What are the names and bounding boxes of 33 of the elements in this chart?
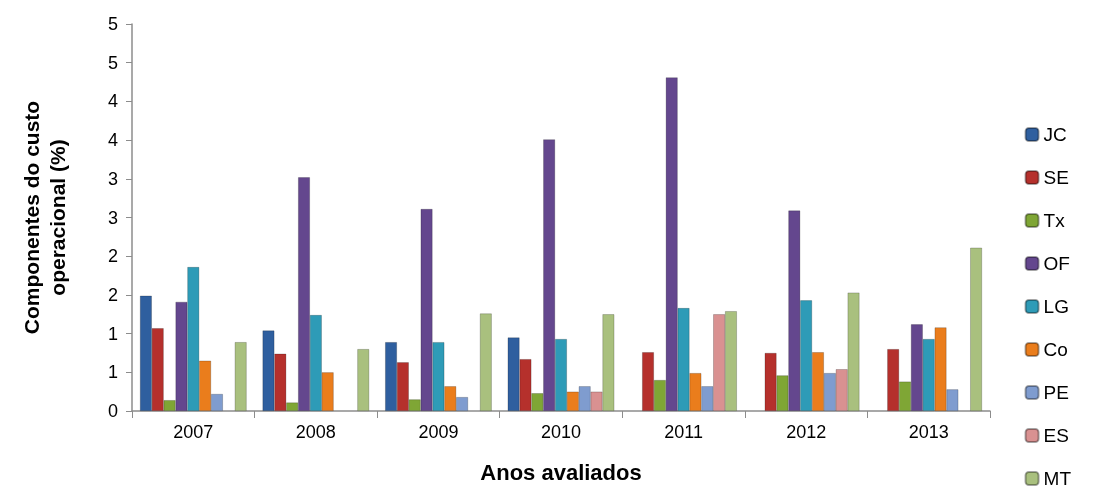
legend-label: Tx	[1043, 210, 1066, 231]
x-tick-label: 2013	[908, 422, 949, 442]
y-tick-label: 3	[107, 168, 118, 189]
y-tick-label: 1	[107, 362, 118, 383]
x-tick-label: 2008	[295, 422, 336, 442]
y-tick-label: 4	[107, 130, 118, 151]
y-tick-label: 2	[107, 284, 118, 305]
bar	[970, 247, 983, 411]
legend-label: LG	[1043, 296, 1069, 317]
x-tick-label: 2011	[664, 422, 703, 442]
y-tick-label: 5	[107, 52, 118, 73]
legend-label: PE	[1043, 382, 1069, 403]
legend-label: JC	[1043, 124, 1067, 145]
bar	[479, 313, 492, 411]
bar	[357, 349, 370, 411]
x-tick-label: 2007	[173, 422, 214, 442]
legend-label: SE	[1043, 167, 1069, 188]
legend-label: OF	[1043, 253, 1070, 274]
y-tick-label: 4	[107, 91, 118, 112]
x-tick-label: 2010	[540, 422, 582, 442]
x-tick-label: 2012	[786, 422, 827, 442]
y-tick-label: 5	[107, 14, 118, 34]
legend-label: Co	[1043, 339, 1068, 360]
x-tick-label: 2009	[418, 422, 459, 442]
y-axis-title: Componentes do custo operacional (%)	[19, 100, 69, 335]
y-tick-label: 0	[107, 401, 118, 421]
legend-label: ES	[1043, 425, 1069, 446]
x-axis-title: Anos avaliados	[480, 459, 642, 485]
y-tick-label: 2	[107, 246, 118, 267]
bar	[234, 342, 247, 411]
y-tick-label: 3	[107, 207, 118, 228]
legend-label: MT	[1043, 468, 1072, 489]
y-tick-label: 1	[107, 323, 118, 344]
